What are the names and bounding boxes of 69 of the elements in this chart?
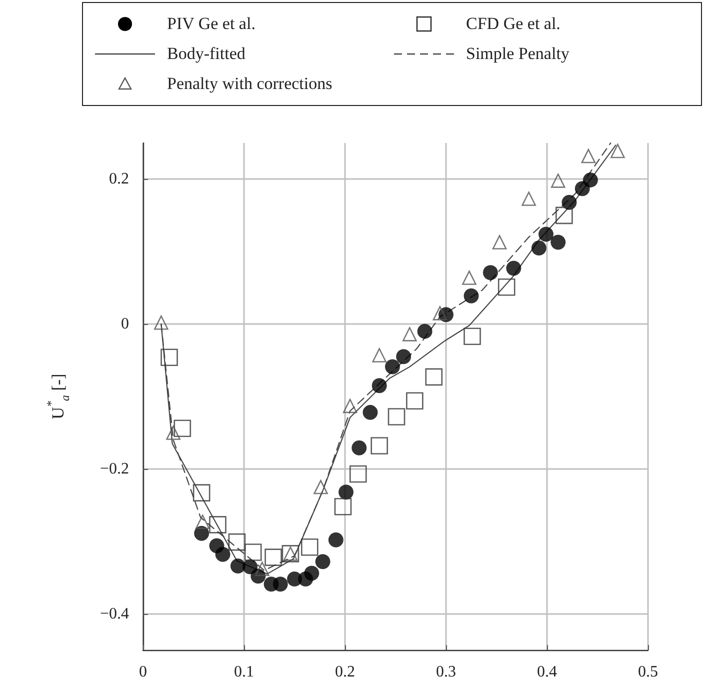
point (498, 278, 516, 296)
point (396, 349, 412, 364)
point (464, 288, 479, 304)
point (328, 532, 344, 548)
point (195, 514, 210, 529)
point (462, 270, 476, 285)
point (531, 240, 546, 256)
point (160, 348, 178, 366)
point (166, 426, 180, 440)
point (334, 498, 352, 516)
x-tick-label: 0.1 (234, 664, 254, 680)
point (272, 576, 288, 592)
point (492, 235, 507, 250)
point (370, 437, 388, 454)
y-tick-label: 0.2 (109, 170, 129, 188)
point (228, 533, 246, 551)
y-tick-label: −0.4 (100, 605, 129, 622)
y-axis-title: U*a [-] (44, 374, 72, 420)
point (425, 368, 443, 386)
point (372, 348, 386, 362)
point (384, 359, 400, 374)
point (315, 554, 330, 570)
point (338, 484, 354, 500)
point (372, 378, 387, 394)
point (556, 206, 573, 224)
point (215, 546, 230, 562)
x-tick-label: 0.2 (335, 664, 355, 680)
legend-label: Penalty with corrections (167, 74, 332, 94)
point (522, 192, 536, 206)
point (417, 324, 432, 339)
point (192, 484, 210, 502)
x-tick-label: 0 (139, 664, 147, 680)
point (304, 566, 320, 581)
point (432, 306, 448, 320)
point (194, 526, 210, 541)
legend-label: CFD Ge et al. (466, 14, 560, 34)
point (314, 480, 328, 494)
point (301, 538, 318, 556)
y-tick-label: 0 (121, 316, 129, 333)
point (610, 144, 625, 158)
point (349, 465, 367, 483)
point (209, 516, 226, 534)
x-tick-label: 0.3 (436, 664, 456, 680)
point (402, 327, 417, 342)
point (550, 174, 566, 188)
point (352, 440, 367, 456)
point (244, 544, 262, 561)
legend-label: Body-fitted (167, 44, 246, 64)
legend-label: PIV Ge et al. (167, 14, 256, 34)
point (506, 260, 522, 276)
point (538, 226, 554, 242)
point (406, 392, 424, 410)
point (362, 404, 378, 420)
point (154, 315, 168, 330)
point (342, 398, 358, 414)
x-tick-label: 0.4 (537, 664, 557, 680)
point (264, 548, 282, 566)
point (388, 408, 406, 426)
y-tick-label: −0.2 (100, 460, 129, 478)
x-tick-label: 0.5 (638, 664, 658, 680)
point (464, 328, 481, 346)
point (562, 194, 577, 210)
point (581, 148, 596, 164)
point (482, 265, 498, 280)
point (550, 234, 566, 250)
point (174, 420, 192, 438)
point (255, 562, 270, 576)
legend-label: Simple Penalty (466, 44, 570, 64)
point (582, 172, 598, 188)
